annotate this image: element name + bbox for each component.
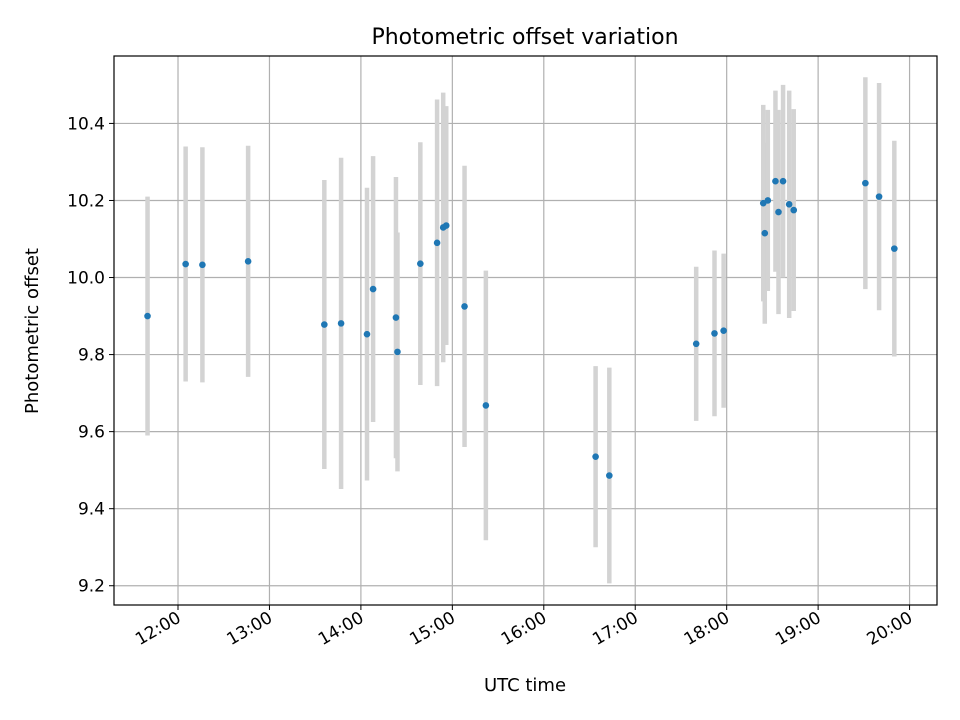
point-layer (144, 177, 898, 479)
data-point (199, 261, 206, 269)
data-point (592, 453, 599, 460)
data-point (363, 330, 371, 338)
data-point (775, 208, 782, 216)
data-point (482, 402, 490, 409)
x-tick-label: 19:00 (772, 608, 824, 650)
x-tick-label: 12:00 (132, 608, 184, 650)
y-axis-label: Photometric offset (22, 248, 43, 414)
data-point (417, 260, 424, 267)
y-tick-label: 9.6 (78, 423, 105, 443)
y-tick-label: 10.2 (67, 191, 105, 211)
data-point (692, 340, 700, 348)
grid-layer (114, 56, 937, 605)
data-point (369, 285, 377, 293)
errorbar-layer (145, 77, 897, 584)
y-tick-label: 10.0 (67, 269, 105, 289)
y-tick-label: 10.4 (67, 114, 105, 134)
data-point (182, 260, 189, 268)
x-tick-label: 15:00 (406, 608, 458, 650)
data-point (761, 229, 769, 237)
y-axis-ticks: 9.2 9.4 9.6 9.8 10.0 10.2 10.4 (67, 114, 114, 597)
x-tick-label: 16:00 (498, 608, 550, 650)
data-point (244, 258, 252, 265)
data-point (891, 245, 898, 252)
data-point (720, 327, 727, 334)
data-point (790, 206, 798, 214)
chart-title: Photometric offset variation (371, 25, 678, 50)
data-point (764, 197, 772, 204)
data-point (862, 179, 869, 187)
x-tick-label: 17:00 (589, 608, 641, 650)
x-axis-ticks: 12:00 13:00 14:00 15:00 16:00 17:00 18:00 19:00… (132, 605, 916, 650)
x-tick-label: 18:00 (681, 608, 733, 650)
data-point (337, 320, 345, 327)
x-tick-label: 20:00 (864, 608, 916, 650)
y-tick-label: 9.8 (78, 346, 105, 366)
data-point (321, 321, 328, 328)
data-point (785, 201, 793, 208)
data-point (606, 472, 613, 479)
data-point (461, 303, 468, 310)
data-point (875, 193, 883, 200)
data-point (392, 314, 400, 321)
data-point (433, 239, 441, 247)
x-tick-label: 14:00 (315, 608, 367, 650)
plot-frame (113, 55, 938, 606)
y-tick-label: 9.2 (78, 577, 105, 597)
data-point (442, 222, 450, 229)
data-point (779, 177, 787, 185)
x-tick-label: 13:00 (224, 608, 276, 650)
y-tick-label: 9.4 (78, 500, 105, 520)
data-point (711, 330, 718, 337)
data-point (144, 312, 151, 320)
x-axis-label: UTC time (484, 675, 566, 696)
data-point (394, 348, 401, 356)
data-point (772, 177, 779, 185)
